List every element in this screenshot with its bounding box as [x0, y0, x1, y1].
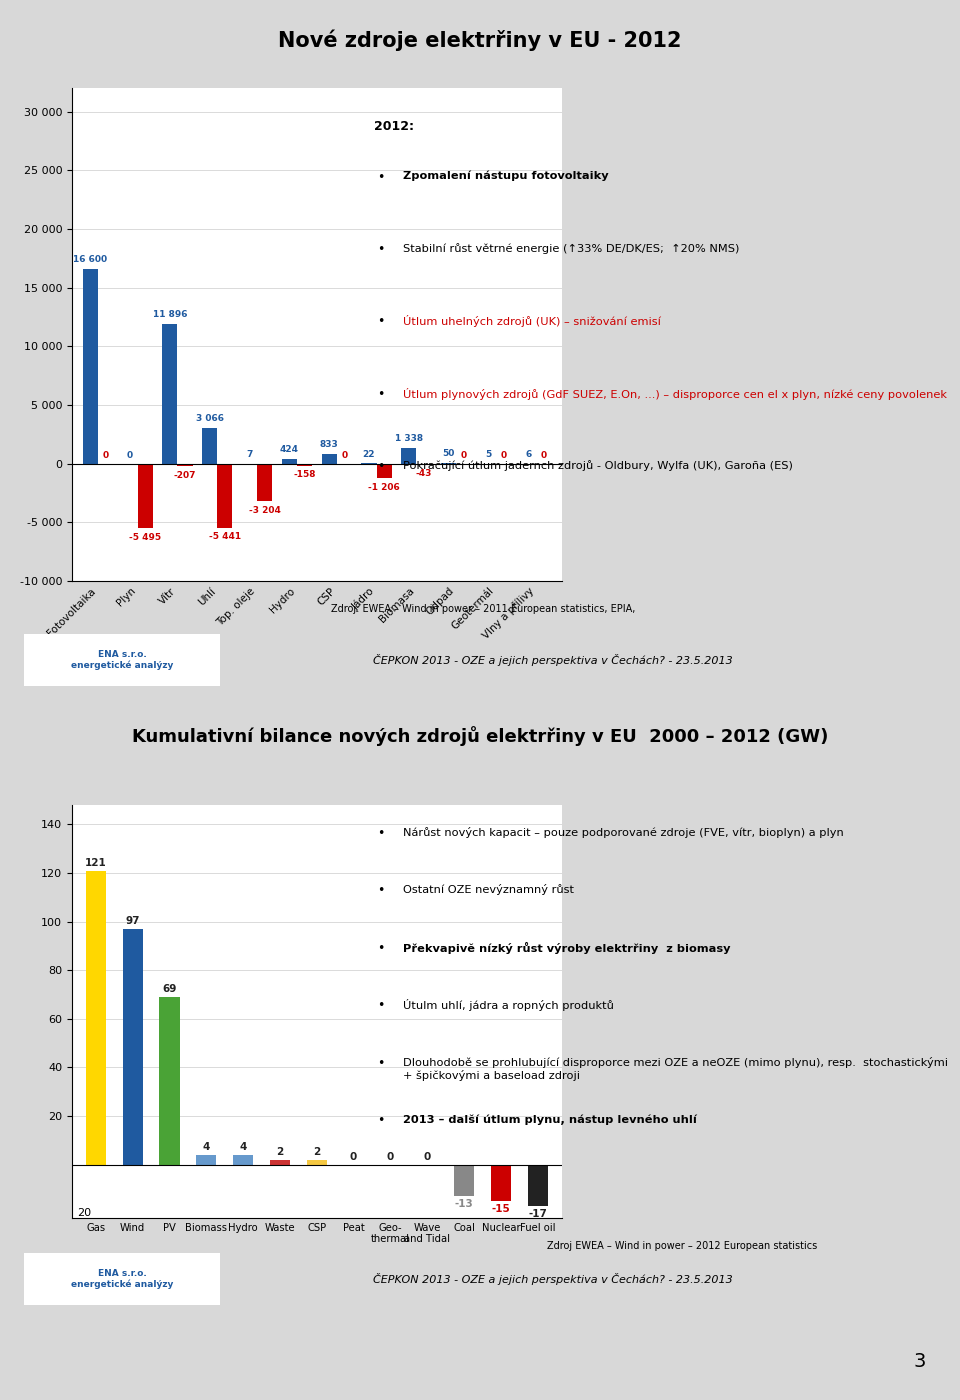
Text: 2: 2	[276, 1147, 283, 1156]
Text: -17: -17	[528, 1208, 547, 1219]
Bar	[257, 463, 273, 501]
Text: 16 600: 16 600	[73, 255, 108, 265]
Text: -13: -13	[455, 1198, 473, 1210]
Text: •: •	[377, 459, 385, 473]
Text: Útlum uhelných zdrojů (UK) – snižování emisí: Útlum uhelných zdrojů (UK) – snižování e…	[403, 315, 660, 328]
Bar	[491, 1165, 511, 1201]
Bar	[123, 930, 143, 1165]
Bar	[162, 323, 178, 463]
Text: •: •	[377, 171, 385, 183]
Text: 0: 0	[350, 1152, 357, 1162]
Text: -5 441: -5 441	[208, 532, 241, 542]
Text: 11 896: 11 896	[153, 311, 187, 319]
Text: 1 338: 1 338	[395, 434, 422, 444]
Bar	[528, 1165, 548, 1205]
Text: •: •	[377, 1000, 385, 1012]
Text: •: •	[377, 942, 385, 955]
Bar	[217, 463, 232, 528]
Text: Nové zdroje elektrřiny v EU - 2012: Nové zdroje elektrřiny v EU - 2012	[278, 29, 682, 52]
Bar	[297, 463, 312, 466]
Text: Ostatní OZE nevýznamný růst: Ostatní OZE nevýznamný růst	[403, 885, 574, 896]
Text: ČEPKON 2013 - OZE a jejich perspektiva v Čechách? - 23.5.2013: ČEPKON 2013 - OZE a jejich perspektiva v…	[373, 1273, 732, 1285]
Text: 6: 6	[525, 449, 531, 459]
Text: 424: 424	[279, 445, 299, 454]
Text: 22: 22	[363, 449, 375, 459]
Bar	[376, 463, 392, 477]
Bar	[196, 1155, 217, 1165]
Text: •: •	[377, 1057, 385, 1070]
Text: 0: 0	[387, 1152, 394, 1162]
Text: 0: 0	[127, 451, 133, 459]
Text: 20: 20	[77, 1208, 91, 1218]
Bar	[270, 1159, 290, 1165]
Text: 0: 0	[341, 451, 348, 459]
Text: ENA s.r.o.
energetické analýzy: ENA s.r.o. energetické analýzy	[71, 650, 174, 671]
Text: 3 066: 3 066	[196, 414, 224, 423]
Text: 2013 – další útlum plynu, nástup levného uhlí: 2013 – další útlum plynu, nástup levného…	[403, 1114, 697, 1126]
Text: Útulm uhlí, jádra a ropných produktů: Útulm uhlí, jádra a ropných produktů	[403, 1000, 613, 1011]
Text: 3: 3	[913, 1352, 925, 1371]
Text: •: •	[377, 315, 385, 328]
Text: -1 206: -1 206	[369, 483, 400, 491]
Text: 2: 2	[313, 1147, 321, 1156]
Text: 0: 0	[461, 451, 467, 459]
Text: 121: 121	[85, 858, 107, 868]
Bar	[24, 634, 220, 686]
Bar	[282, 459, 297, 463]
Text: Nárůst nových kapacit – pouze podporované zdroje (FVE, vítr, bioplyn) a plyn: Nárůst nových kapacit – pouze podporovan…	[403, 827, 844, 837]
Bar	[401, 448, 417, 463]
Text: Zpomalení nástupu fotovoltaiky: Zpomalení nástupu fotovoltaiky	[403, 171, 609, 181]
Text: ENA s.r.o.
energetické analýzy: ENA s.r.o. energetické analýzy	[71, 1268, 174, 1289]
Bar	[137, 463, 153, 528]
Text: -5 495: -5 495	[130, 533, 161, 542]
Bar	[24, 1253, 220, 1305]
Text: -158: -158	[293, 470, 316, 479]
Text: -3 204: -3 204	[249, 505, 280, 515]
Bar	[83, 269, 98, 463]
Bar	[159, 997, 180, 1165]
Text: 833: 833	[320, 440, 339, 449]
Text: ČEPKON 2013 - OZE a jejich perspektiva v Čechách? - 23.5.2013: ČEPKON 2013 - OZE a jejich perspektiva v…	[373, 654, 732, 666]
Text: •: •	[377, 885, 385, 897]
Text: Pokračující útlum jadernch zdrojů - Oldbury, Wylfa (UK), Garoña (ES): Pokračující útlum jadernch zdrojů - Oldb…	[403, 459, 793, 470]
Text: •: •	[377, 827, 385, 840]
Bar	[85, 871, 106, 1165]
Text: Zdroj: EWEA – Wind in power – 2011 European statistics, EPIA,: Zdroj: EWEA – Wind in power – 2011 Europ…	[331, 603, 636, 615]
Bar	[233, 1155, 253, 1165]
Text: 0: 0	[500, 451, 507, 459]
Text: Dlouhodobě se prohlubující disproporce mezi OZE a neOZE (mimo plynu), resp.  sto: Dlouhodobě se prohlubující disproporce m…	[403, 1057, 948, 1081]
Text: 2012:: 2012:	[374, 120, 415, 133]
Text: 69: 69	[162, 984, 177, 994]
Text: 4: 4	[239, 1142, 247, 1152]
Text: Zdroj EWEA – Wind in power – 2012 European statistics: Zdroj EWEA – Wind in power – 2012 Europe…	[547, 1240, 818, 1252]
Text: •: •	[377, 244, 385, 256]
Text: 0: 0	[423, 1152, 431, 1162]
Text: •: •	[377, 388, 385, 400]
Text: -15: -15	[492, 1204, 510, 1214]
Bar	[306, 1159, 327, 1165]
Bar	[203, 427, 217, 463]
Text: 0: 0	[540, 451, 546, 459]
Text: Kumulativní bilance nových zdrojů elektrřiny v EU  2000 – 2012 (GW): Kumulativní bilance nových zdrojů elektr…	[132, 727, 828, 746]
Text: Překvapivě nízký růst výroby elektrřiny  z biomasy: Překvapivě nízký růst výroby elektrřiny …	[403, 942, 731, 953]
Bar	[454, 1165, 474, 1196]
Text: 97: 97	[126, 916, 140, 925]
Text: 5: 5	[485, 449, 492, 459]
Text: Stabilní růst větrné energie (↑33% DE/DK/ES;  ↑20% NMS): Stabilní růst větrné energie (↑33% DE/DK…	[403, 244, 739, 253]
Text: 7: 7	[247, 449, 252, 459]
Text: 50: 50	[443, 449, 455, 458]
Text: •: •	[377, 1114, 385, 1127]
Text: 0: 0	[103, 451, 108, 459]
Bar	[322, 454, 337, 463]
Text: -43: -43	[416, 469, 432, 477]
Text: Útlum plynových zdrojů (GdF SUEZ, E.On, ...) – disproporce cen el x plyn, nízké : Útlum plynových zdrojů (GdF SUEZ, E.On, …	[403, 388, 947, 399]
Bar	[178, 463, 193, 466]
Text: -207: -207	[174, 470, 196, 480]
Text: 4: 4	[203, 1142, 210, 1152]
